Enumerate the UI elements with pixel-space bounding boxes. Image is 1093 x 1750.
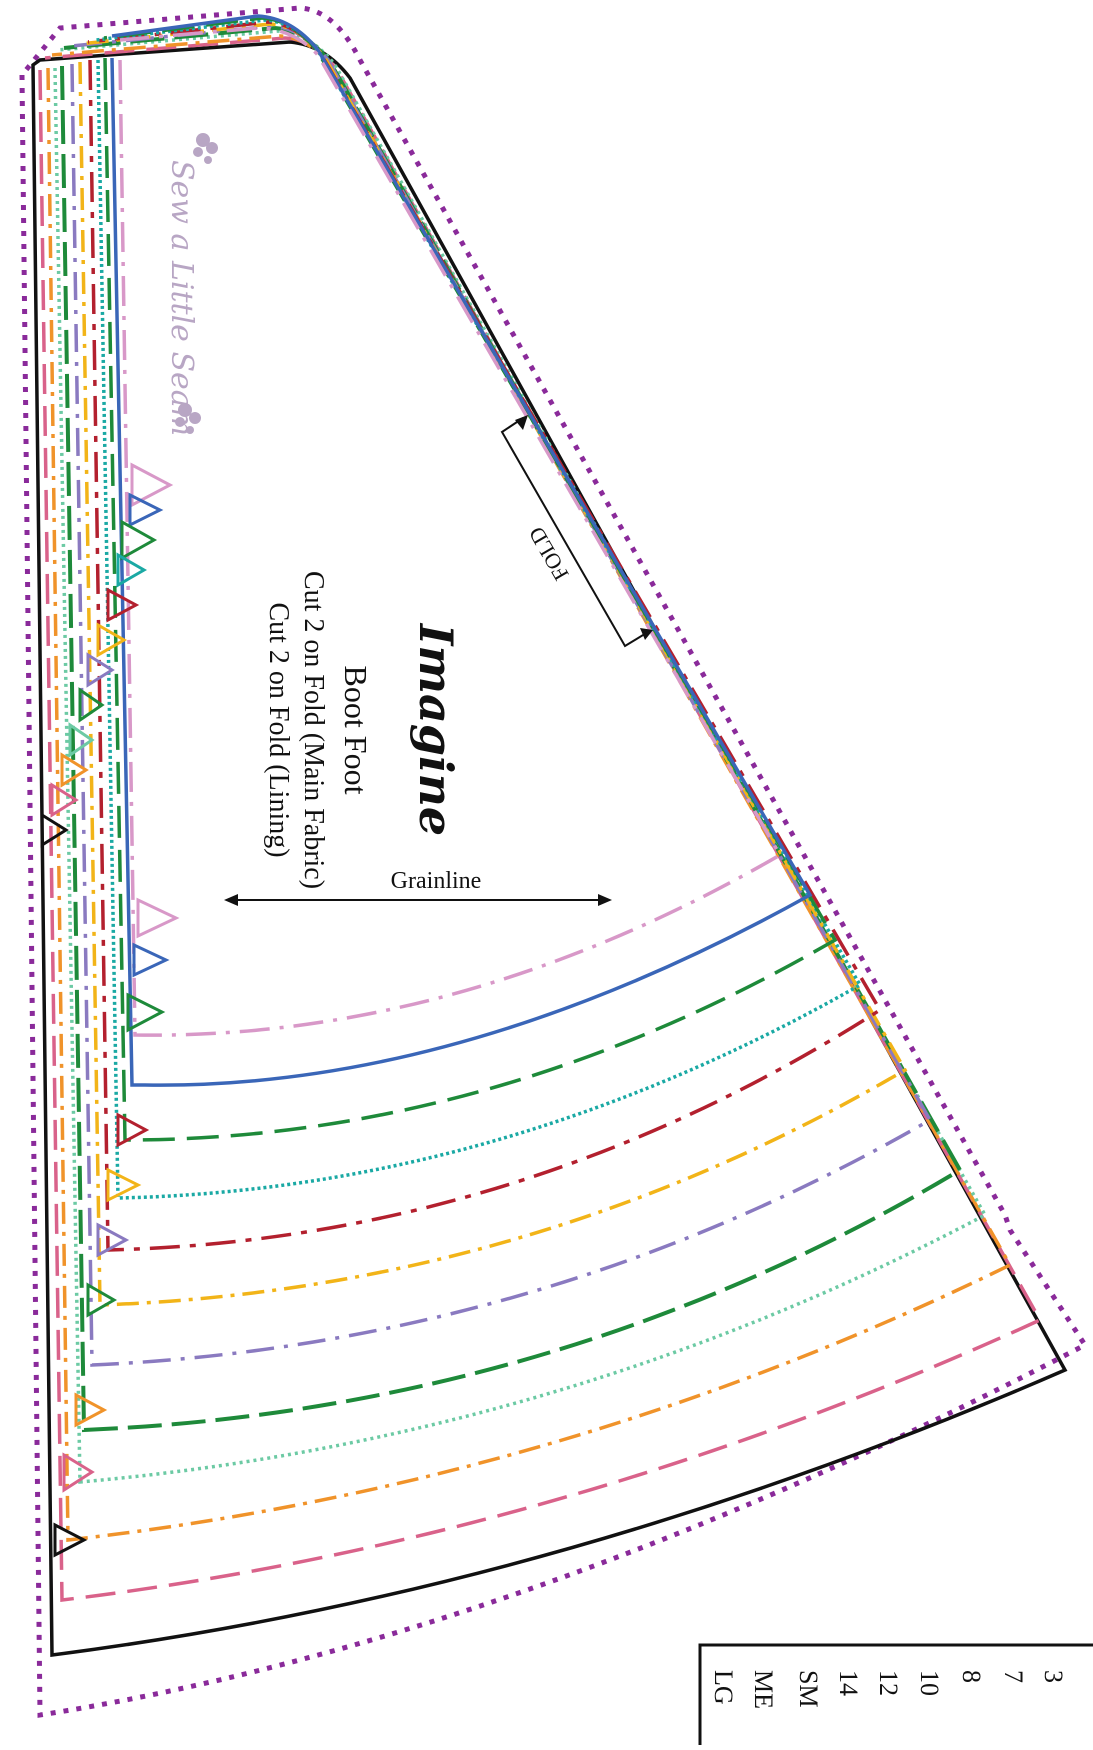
flower-icon-top [193,133,218,164]
notch-blue-bottom [132,942,170,978]
fold-arrow-bottom-icon [640,628,653,640]
watermark-text: Sew a Little Seam [164,160,199,436]
notch-blue-top [128,492,164,528]
outline-purple-dotted [19,5,1089,1718]
notch-lavender-top [86,652,115,688]
title-block: Imagine Boot Foot Cut 2 on Fold (Main Fa… [263,571,463,889]
notch-black-bottom [53,1522,88,1558]
notch-green-top [120,519,158,561]
grainline-arrow-right-icon [598,894,612,906]
notch-orange-top [60,752,89,788]
outline-green-small [103,16,838,1142]
size-legend-items: 378 10 12 14 SM ME LG [709,1670,1068,1709]
fold-label: FOLD [523,523,573,585]
size-legend-item: 7 [999,1670,1028,1683]
grainline-label: Grainline [391,868,482,894]
grainline-arrow-left-icon [224,894,238,906]
notch-markers [40,462,180,1558]
outline-yellow [78,22,908,1307]
outline-red [87,20,883,1252]
notch-red-top [106,587,140,623]
notch-mint-top [68,722,95,758]
size-legend-item: LG [709,1670,738,1705]
notch-red-bottom [116,1112,150,1148]
size-legend-box [698,1643,1093,1750]
notch-green-mid [78,687,105,723]
notch-teal-top [116,552,148,588]
notch-pink-bottom [62,1452,95,1493]
notch-yellow-top [96,622,128,658]
outline-blue [110,14,813,1087]
size-legend: 378 10 12 14 SM ME LG [698,1643,1093,1750]
size-legend-item: 8 [957,1670,986,1683]
size-legend-item: SM [794,1670,823,1708]
piece-name: Boot Foot [338,666,374,795]
flower-icon-bottom [175,403,201,434]
notch-lavender-bottom [96,1222,130,1258]
outline-lavender [70,24,933,1367]
watermark-logo: Sew a Little Seam [164,133,218,436]
size-legend-item: 3 [1039,1670,1068,1683]
size-legend-item: 10 [915,1670,944,1696]
cut-main-instruction: Cut 2 on Fold (Main Fabric) [298,571,329,889]
notch-light-pink-bottom [136,897,180,939]
notch-green-bottom2 [86,1282,118,1318]
notch-black-top [40,812,69,848]
notch-green-bottom [126,992,166,1033]
fold-arrow-top-icon [515,415,528,430]
outline-teal-dotted [95,18,863,1200]
outline-light-pink [118,26,783,1037]
notch-pink-top [50,782,79,818]
notch-yellow-bottom [106,1167,142,1203]
size-legend-item: 12 [874,1670,903,1696]
grainline: Grainline [224,868,612,906]
pattern-title: Imagine [409,622,463,836]
size-legend-item: 14 [834,1670,863,1696]
cut-lining-instruction: Cut 2 on Fold (Lining) [263,602,294,857]
size-legend-item: ME [749,1670,778,1709]
notch-light-pink-top [130,462,174,508]
notch-orange-bottom [74,1392,108,1428]
